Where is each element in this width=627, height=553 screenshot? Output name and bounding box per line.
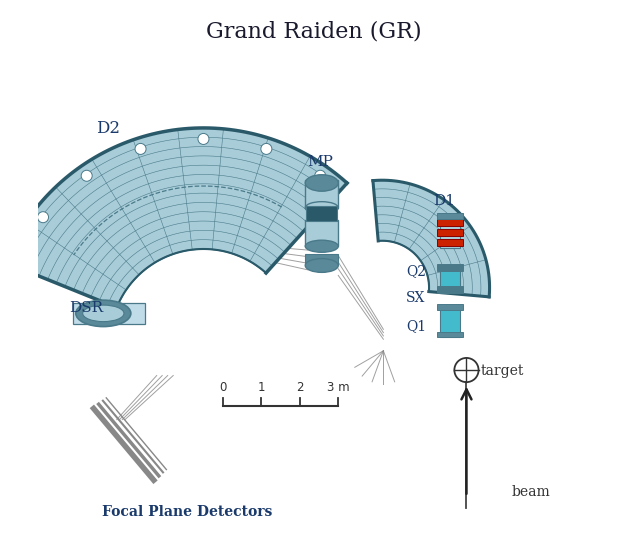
Bar — [440, 220, 460, 248]
Bar — [437, 239, 463, 246]
Circle shape — [315, 170, 326, 181]
Circle shape — [261, 143, 272, 154]
Circle shape — [81, 170, 92, 181]
Bar — [307, 206, 337, 222]
Ellipse shape — [305, 175, 338, 191]
Text: 1: 1 — [258, 380, 265, 394]
Text: MP: MP — [307, 155, 333, 169]
Bar — [305, 220, 338, 246]
Text: 0: 0 — [219, 380, 226, 394]
Ellipse shape — [305, 202, 338, 214]
Text: beam: beam — [512, 485, 551, 499]
Text: target: target — [480, 364, 524, 378]
Text: D1: D1 — [433, 194, 455, 208]
Bar — [73, 304, 145, 325]
Bar — [440, 265, 460, 293]
Text: SX: SX — [406, 291, 425, 305]
Text: Focal Plane Detectors: Focal Plane Detectors — [102, 505, 272, 519]
Ellipse shape — [76, 300, 131, 327]
Ellipse shape — [305, 240, 338, 252]
Text: Grand Raiden (GR): Grand Raiden (GR) — [206, 20, 421, 43]
Bar — [437, 304, 463, 310]
Bar — [437, 331, 463, 337]
Bar — [437, 229, 463, 236]
Text: Q2: Q2 — [406, 264, 426, 278]
Text: 3 m: 3 m — [327, 380, 350, 394]
Bar — [305, 254, 338, 265]
Text: Q1: Q1 — [406, 319, 426, 333]
Wedge shape — [373, 180, 490, 297]
Bar — [437, 213, 463, 220]
Ellipse shape — [83, 305, 124, 322]
Ellipse shape — [305, 259, 338, 273]
Bar — [437, 264, 463, 271]
Circle shape — [38, 212, 48, 223]
Text: DSR: DSR — [69, 301, 103, 315]
Circle shape — [135, 143, 146, 154]
Bar — [305, 180, 338, 208]
Bar — [437, 286, 463, 293]
Text: 2: 2 — [296, 380, 303, 394]
Circle shape — [198, 133, 209, 144]
Bar — [440, 309, 460, 337]
Text: D2: D2 — [96, 121, 120, 138]
Bar — [437, 220, 463, 226]
Wedge shape — [4, 128, 347, 307]
